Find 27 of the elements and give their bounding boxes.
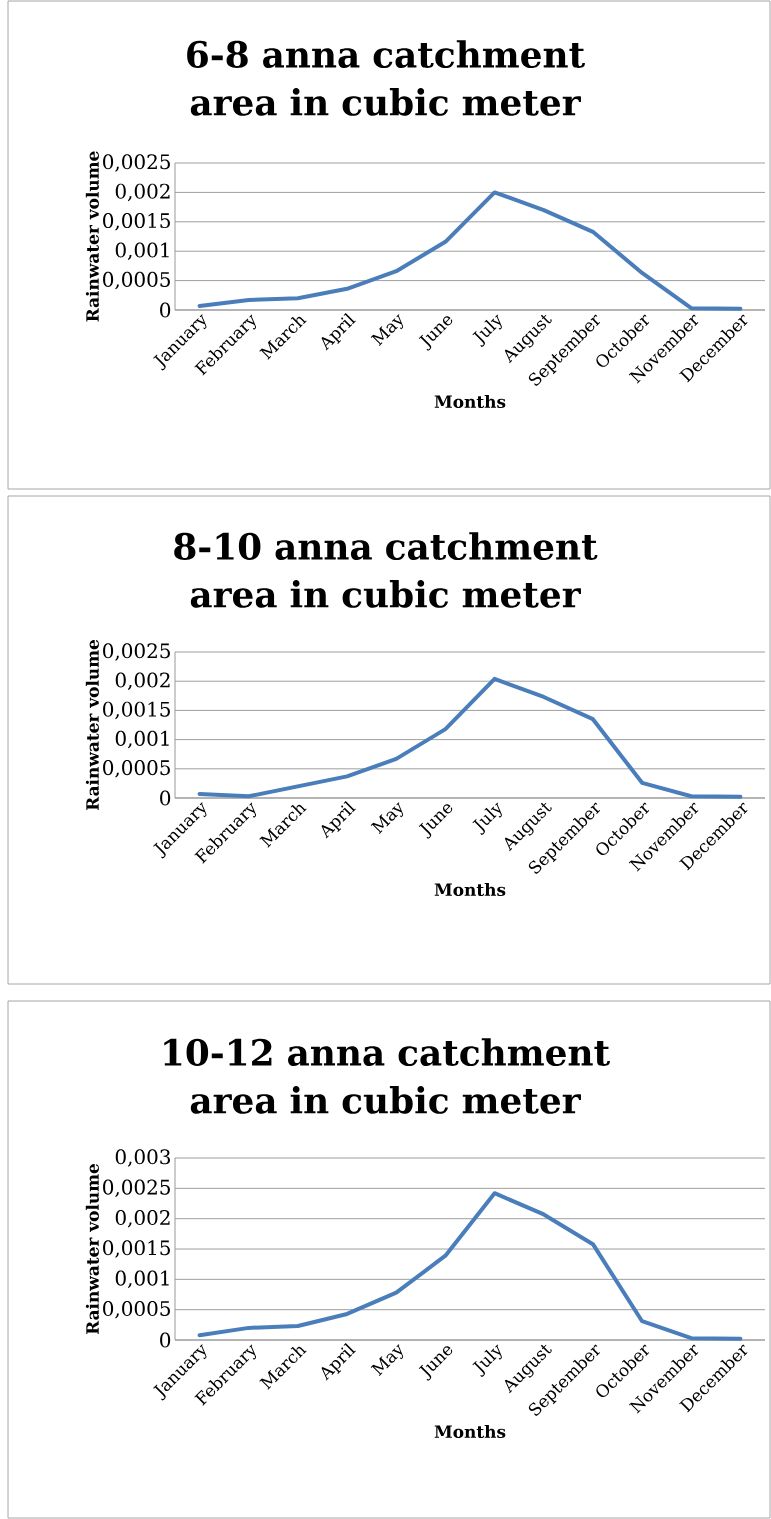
y-tick-label: 0,001 xyxy=(115,1270,169,1289)
x-axis-title: Months xyxy=(434,394,506,409)
y-tick-label: 0,0025 xyxy=(103,643,170,661)
line-series xyxy=(197,190,743,311)
y-tick-label: 0,001 xyxy=(115,242,169,260)
x-axis-title: Months xyxy=(434,1424,506,1439)
y-tick-label: 0,0005 xyxy=(103,271,170,290)
line-series xyxy=(197,1191,743,1341)
x-axis-title: Months xyxy=(434,882,506,897)
y-tick-label: 0,0025 xyxy=(103,154,170,172)
y-axis-title: Rainwater volume xyxy=(85,151,99,322)
y-tick-label: 0,0005 xyxy=(103,1300,170,1319)
y-tick-label: 0,002 xyxy=(115,1209,170,1228)
y-tick-label: 0,0015 xyxy=(103,701,170,720)
chart-title: 6-8 anna catchment area in cubic meter xyxy=(187,40,585,116)
y-tick-label: 0,003 xyxy=(115,1149,170,1167)
y-tick-label: 0,001 xyxy=(115,730,169,749)
y-tick-label: 0,0015 xyxy=(103,213,170,231)
y-axis-title: Rainwater volume xyxy=(85,1163,99,1335)
y-tick-label: 0,0025 xyxy=(103,1179,170,1198)
chart-title: 8-10 anna catchment area in cubic meter xyxy=(174,532,598,608)
chart-title: 10-12 anna catchment area in cubic meter xyxy=(164,1038,610,1114)
y-tick-label: 0,002 xyxy=(115,672,170,690)
y-axis-title: Rainwater volume xyxy=(85,639,99,811)
y-tick-label: 0,002 xyxy=(115,183,170,202)
y-tick-label: 0,0015 xyxy=(103,1240,170,1258)
y-tick-label: 0,0005 xyxy=(103,760,170,778)
